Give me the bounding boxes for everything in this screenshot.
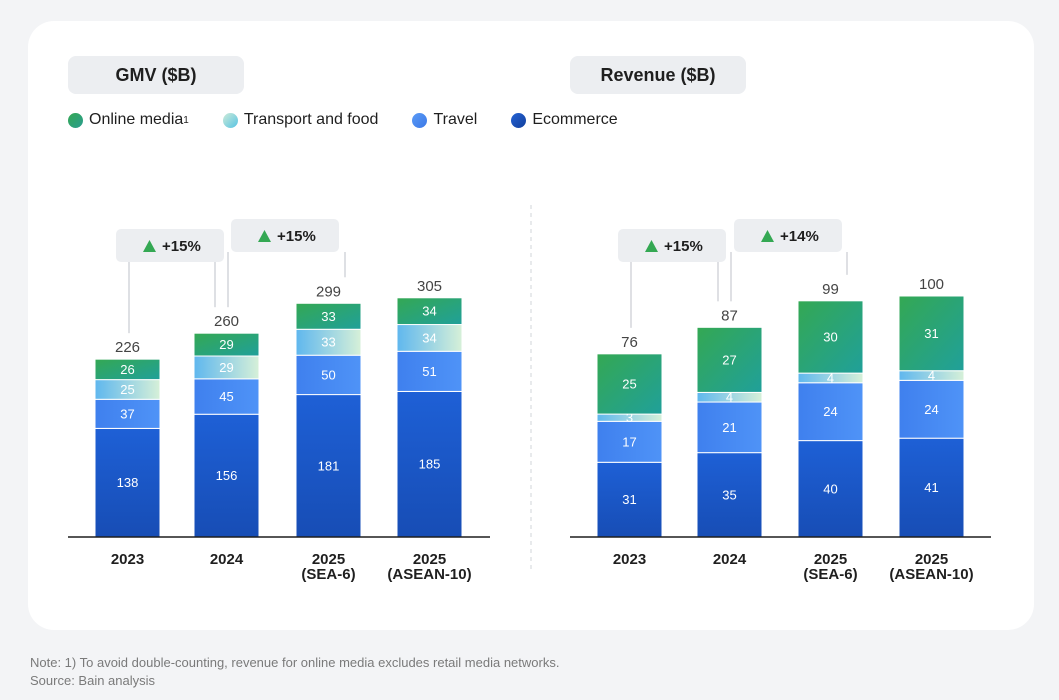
footnote-text: Note: 1) To avoid double-counting, reven… bbox=[30, 654, 559, 672]
x-tick-label: (ASEAN-10) bbox=[889, 566, 973, 583]
data-label-online-media: 25 bbox=[622, 376, 636, 391]
data-label-travel: 37 bbox=[120, 406, 134, 421]
growth-callout: +15% bbox=[618, 229, 726, 328]
growth-label: +14% bbox=[780, 228, 819, 245]
total-label: 99 bbox=[822, 281, 839, 298]
total-label: 305 bbox=[417, 278, 442, 295]
data-label-transport-and-food: 34 bbox=[422, 330, 436, 345]
data-label-ecommerce: 185 bbox=[419, 457, 441, 472]
data-label-ecommerce: 181 bbox=[318, 458, 340, 473]
gmv-chart: 138 37 25 26 226 2023 156 45 29 29 260 2024 181 50 33 3… bbox=[68, 219, 490, 583]
data-label-online-media: 26 bbox=[120, 362, 134, 377]
growth-label: +15% bbox=[664, 238, 703, 255]
data-label-ecommerce: 31 bbox=[622, 492, 636, 507]
data-label-online-media: 30 bbox=[823, 329, 837, 344]
data-label-online-media: 27 bbox=[722, 352, 736, 367]
revenue-chart: 311732576202335214278720244024430992025(… bbox=[570, 219, 991, 583]
data-label-online-media: 33 bbox=[321, 309, 335, 324]
x-tick-label: 2024 bbox=[210, 551, 244, 568]
data-label-online-media: 31 bbox=[924, 326, 938, 341]
total-label: 87 bbox=[721, 307, 738, 324]
data-label-ecommerce: 35 bbox=[722, 487, 736, 502]
x-tick-label: (SEA-6) bbox=[803, 566, 857, 583]
charts-canvas: 138 37 25 26 226 2023 156 45 29 29 260 2024 181 50 33 3… bbox=[0, 0, 1059, 700]
data-label-travel: 45 bbox=[219, 389, 233, 404]
total-label: 299 bbox=[316, 283, 341, 300]
data-label-travel: 24 bbox=[823, 404, 837, 419]
x-tick-label: 2023 bbox=[111, 551, 144, 568]
data-label-ecommerce: 156 bbox=[216, 468, 238, 483]
total-label: 260 bbox=[214, 313, 239, 330]
growth-callout: +15% bbox=[116, 229, 224, 333]
total-label: 226 bbox=[115, 339, 140, 356]
total-label: 76 bbox=[621, 334, 638, 351]
data-label-online-media: 29 bbox=[219, 337, 233, 352]
data-label-travel: 50 bbox=[321, 367, 335, 382]
data-label-travel: 24 bbox=[924, 402, 938, 417]
data-label-travel: 17 bbox=[622, 434, 636, 449]
data-label-travel: 51 bbox=[422, 364, 436, 379]
x-tick-label: 2023 bbox=[613, 551, 646, 568]
growth-label: +15% bbox=[277, 228, 316, 245]
data-label-transport-and-food: 33 bbox=[321, 335, 335, 350]
data-label-ecommerce: 40 bbox=[823, 481, 837, 496]
data-label-online-media: 34 bbox=[422, 304, 436, 319]
data-label-transport-and-food: 29 bbox=[219, 360, 233, 375]
x-tick-label: (ASEAN-10) bbox=[387, 566, 471, 583]
growth-label: +15% bbox=[162, 238, 201, 255]
data-label-ecommerce: 41 bbox=[924, 480, 938, 495]
source-text: Source: Bain analysis bbox=[30, 672, 559, 690]
total-label: 100 bbox=[919, 276, 944, 293]
data-label-transport-and-food: 25 bbox=[120, 382, 134, 397]
x-tick-label: 2024 bbox=[713, 551, 747, 568]
footnotes: Note: 1) To avoid double-counting, reven… bbox=[30, 654, 559, 690]
data-label-ecommerce: 138 bbox=[117, 475, 139, 490]
data-label-travel: 21 bbox=[722, 420, 736, 435]
x-tick-label: (SEA-6) bbox=[301, 566, 355, 583]
